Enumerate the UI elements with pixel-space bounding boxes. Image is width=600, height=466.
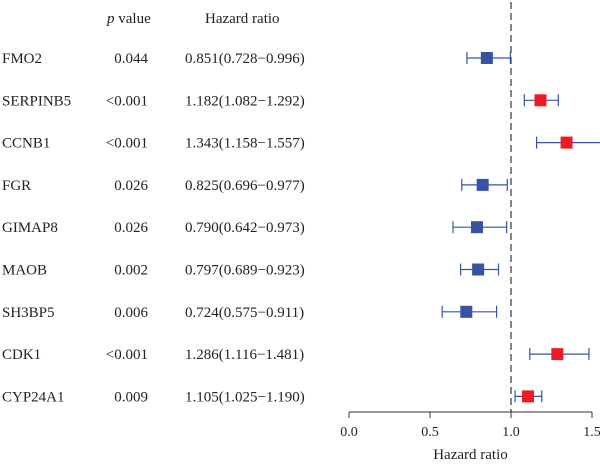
table-row: CCNB1 <0.001 1.343(1.158−1.557) [2,136,305,152]
forest-row-mark [452,221,508,234]
pvalue-cell: 0.002 [114,263,148,279]
hazard-ratio-point [476,178,489,191]
table-row: SERPINB5 <0.001 1.182(1.082−1.292) [2,93,305,109]
hazard-ratio-cell: 0.790(0.642−0.973) [185,220,305,236]
pvalue-cell: 0.006 [114,305,148,321]
pvalue-cell: 0.026 [114,178,148,194]
table-row: SH3BP5 0.006 0.724(0.575−0.911) [2,305,304,321]
forest-row-mark [461,178,508,191]
table-row: CDK1 <0.001 1.286(1.116−1.481) [2,347,304,363]
x-tick-label: 1.0 [502,425,520,440]
table-row: CYP24A1 0.009 1.105(1.025−1.190) [2,389,305,405]
gene-label: GIMAP8 [2,220,58,236]
hazard-ratio-cell: 1.105(1.025−1.190) [185,389,305,405]
hazard-ratio-point [480,52,493,64]
hazard-ratio-cell: 0.724(0.575−0.911) [185,305,304,321]
forest-row-mark [441,305,498,318]
pvalue-header: p value [106,11,151,27]
gene-label: CCNB1 [2,136,50,152]
gene-label: SERPINB5 [2,93,71,109]
table-rows: FMO2 0.044 0.851(0.728−0.996) SERPINB5 <0.00… [2,51,305,405]
x-tick-label: 1.5 [583,425,600,440]
pvalue-cell: <0.001 [106,347,148,363]
hazard-ratio-cell: 0.851(0.728−0.996) [185,51,305,67]
pvalue-cell: 0.044 [114,51,148,67]
hazard-ratio-point [551,348,564,361]
forest-row-mark [523,94,559,107]
gene-label: FGR [2,178,31,194]
hazard-ratio-header: Hazard ratio [205,11,280,27]
gene-label: CDK1 [2,347,41,363]
x-axis-label: Hazard ratio [433,447,508,463]
plot-marks [441,52,600,403]
forest-row-mark [535,136,600,149]
hazard-ratio-point [470,221,483,234]
table-header: p value Hazard ratio [106,11,280,27]
table-row: FMO2 0.044 0.851(0.728−0.996) [2,51,305,67]
hazard-ratio-cell: 1.343(1.158−1.557) [185,136,305,152]
hazard-ratio-point [560,136,573,149]
table-row: MAOB 0.002 0.797(0.689−0.923) [2,263,305,279]
gene-label: FMO2 [2,51,42,67]
forest-row-mark [466,52,511,64]
forest-row-mark [460,263,500,276]
hazard-ratio-cell: 1.286(1.116−1.481) [185,347,304,363]
hazard-ratio-point [460,305,473,318]
gene-label: CYP24A1 [2,389,65,405]
pvalue-cell: <0.001 [106,93,148,109]
pvalue-cell: 0.026 [114,220,148,236]
table-row: FGR 0.026 0.825(0.696−0.977) [2,178,305,194]
x-tick-label: 0.5 [421,425,439,440]
hazard-ratio-cell: 0.825(0.696−0.977) [185,178,305,194]
pvalue-cell: 0.009 [114,389,148,405]
table-row: GIMAP8 0.026 0.790(0.642−0.973) [2,220,305,236]
x-axis: 0.0 0.5 1.0 1.5 [340,411,600,440]
forest-row-mark [514,390,543,403]
gene-label: MAOB [2,263,47,279]
hazard-ratio-point [472,263,485,276]
x-tick-label: 0.0 [340,425,358,440]
hazard-ratio-point [522,390,535,403]
hazard-ratio-cell: 0.797(0.689−0.923) [185,263,305,279]
hazard-ratio-cell: 1.182(1.082−1.292) [185,93,305,109]
gene-label: SH3BP5 [2,305,55,321]
forest-row-mark [529,348,590,361]
hazard-ratio-point [534,94,547,107]
pvalue-cell: <0.001 [106,136,148,152]
